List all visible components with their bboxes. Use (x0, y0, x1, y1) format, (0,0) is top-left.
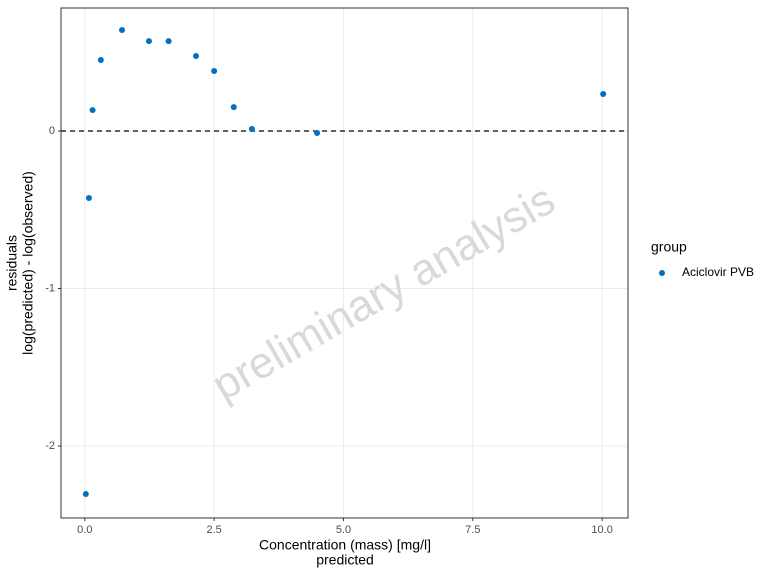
legend-label: Aciclovir PVB (682, 265, 754, 279)
x-tick-label: 10.0 (591, 524, 612, 536)
x-axis-sublabel: predicted (316, 552, 374, 568)
point (119, 27, 126, 34)
point (85, 194, 92, 201)
panel-border (60, 7, 629, 519)
x-tick-label: 7.5 (465, 524, 480, 536)
x-tick-label: 5.0 (336, 524, 351, 536)
x-tick-label: 2.5 (206, 524, 221, 536)
x-axis-label: Concentration (mass) [mg/l] (259, 537, 431, 553)
y-tick-label: 0 (49, 125, 55, 137)
x-tick-label: 0.0 (77, 524, 92, 536)
y-tick-label: -1 (45, 282, 55, 294)
point (600, 90, 607, 97)
point (211, 68, 218, 75)
legend-key (659, 270, 665, 276)
point (248, 125, 255, 132)
point (165, 38, 172, 45)
panel (61, 8, 628, 518)
y-tick-label: -2 (45, 440, 55, 452)
legend-title: group (651, 239, 687, 255)
point (230, 104, 237, 111)
point (193, 53, 200, 60)
point (145, 38, 152, 45)
y-axis-label: residuals (4, 235, 20, 291)
point (97, 56, 104, 63)
point (82, 491, 89, 498)
point (89, 107, 96, 114)
point (314, 130, 321, 137)
y-axis-sublabel: log(predicted) - log(observed) (20, 171, 36, 355)
